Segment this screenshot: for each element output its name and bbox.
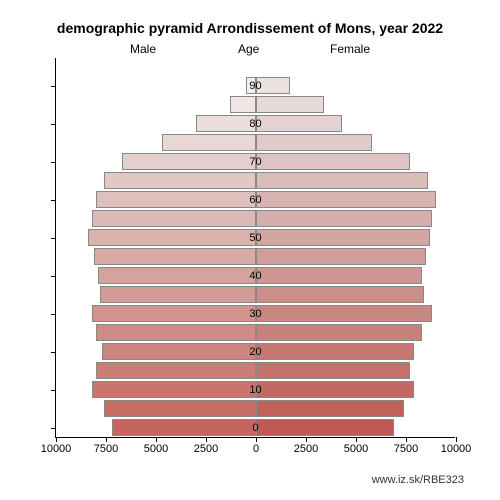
bar-male-age-45 (94, 248, 256, 265)
x-tick-mark-100 (156, 437, 157, 442)
bar-male-age-0 (112, 419, 256, 436)
bar-male-age-55 (92, 210, 256, 227)
age-tick-50: 50 (241, 232, 271, 244)
age-tick-70: 70 (241, 156, 271, 168)
female-label: Female (330, 42, 370, 56)
y-tick-mark-50 (51, 238, 56, 239)
demographic-pyramid-chart: demographic pyramid Arrondissement of Mo… (0, 0, 500, 500)
y-tick-mark-0 (51, 428, 56, 429)
x-tick-mark-350 (406, 437, 407, 442)
x-tick-mark-200 (256, 437, 257, 442)
x-tick-mark-50 (106, 437, 107, 442)
x-tick-150: 2500 (194, 443, 218, 455)
y-tick-mark-40 (51, 276, 56, 277)
y-tick-mark-70 (51, 162, 56, 163)
y-tick-mark-90 (51, 86, 56, 87)
y-tick-mark-20 (51, 352, 56, 353)
bar-female-age-35 (256, 286, 424, 303)
bar-male-age-60 (96, 191, 256, 208)
x-tick-mark-150 (206, 437, 207, 442)
male-label: Male (130, 42, 156, 56)
bar-male-age-15 (96, 362, 256, 379)
bar-female-age-85 (256, 96, 324, 113)
bar-male-age-25 (96, 324, 256, 341)
x-tick-0: 10000 (41, 443, 72, 455)
x-tick-350: 7500 (394, 443, 418, 455)
x-tick-100: 5000 (144, 443, 168, 455)
bar-female-age-5 (256, 400, 404, 417)
age-tick-20: 20 (241, 346, 271, 358)
source-url: www.iz.sk/RBE323 (372, 474, 464, 486)
y-tick-mark-80 (51, 124, 56, 125)
bar-female-age-20 (256, 343, 414, 360)
age-tick-60: 60 (241, 194, 271, 206)
x-tick-mark-300 (356, 437, 357, 442)
x-tick-300: 5000 (344, 443, 368, 455)
bar-male-age-30 (92, 305, 256, 322)
bar-female-age-60 (256, 191, 436, 208)
bar-female-age-30 (256, 305, 432, 322)
x-tick-mark-250 (306, 437, 307, 442)
y-tick-mark-60 (51, 200, 56, 201)
x-tick-mark-0 (56, 437, 57, 442)
bar-female-age-65 (256, 172, 428, 189)
bar-female-age-10 (256, 381, 414, 398)
bar-male-age-5 (104, 400, 256, 417)
bar-male-age-40 (98, 267, 256, 284)
x-tick-400: 10000 (441, 443, 472, 455)
bar-male-age-20 (102, 343, 256, 360)
bar-female-age-15 (256, 362, 410, 379)
age-tick-40: 40 (241, 270, 271, 282)
y-tick-mark-10 (51, 390, 56, 391)
bar-female-age-55 (256, 210, 432, 227)
age-tick-90: 90 (241, 80, 271, 92)
bar-male-age-85 (230, 96, 256, 113)
bar-male-age-75 (162, 134, 256, 151)
bar-male-age-65 (104, 172, 256, 189)
x-tick-mark-400 (456, 437, 457, 442)
age-tick-10: 10 (241, 384, 271, 396)
bar-female-age-45 (256, 248, 426, 265)
plot-area: 0102030405060708090100007500500025000250… (55, 58, 455, 438)
bar-female-age-50 (256, 229, 430, 246)
bar-female-age-0 (256, 419, 394, 436)
y-tick-mark-30 (51, 314, 56, 315)
bar-female-age-40 (256, 267, 422, 284)
x-tick-200: 0 (253, 443, 259, 455)
chart-title: demographic pyramid Arrondissement of Mo… (0, 20, 500, 36)
age-label-header: Age (238, 42, 259, 56)
x-tick-50: 7500 (94, 443, 118, 455)
age-tick-80: 80 (241, 118, 271, 130)
bar-male-age-35 (100, 286, 256, 303)
bar-female-age-25 (256, 324, 422, 341)
bar-male-age-70 (122, 153, 256, 170)
age-tick-0: 0 (241, 422, 271, 434)
x-tick-250: 2500 (294, 443, 318, 455)
age-tick-30: 30 (241, 308, 271, 320)
bar-female-age-70 (256, 153, 410, 170)
bar-female-age-75 (256, 134, 372, 151)
bar-male-age-10 (92, 381, 256, 398)
bar-male-age-50 (88, 229, 256, 246)
